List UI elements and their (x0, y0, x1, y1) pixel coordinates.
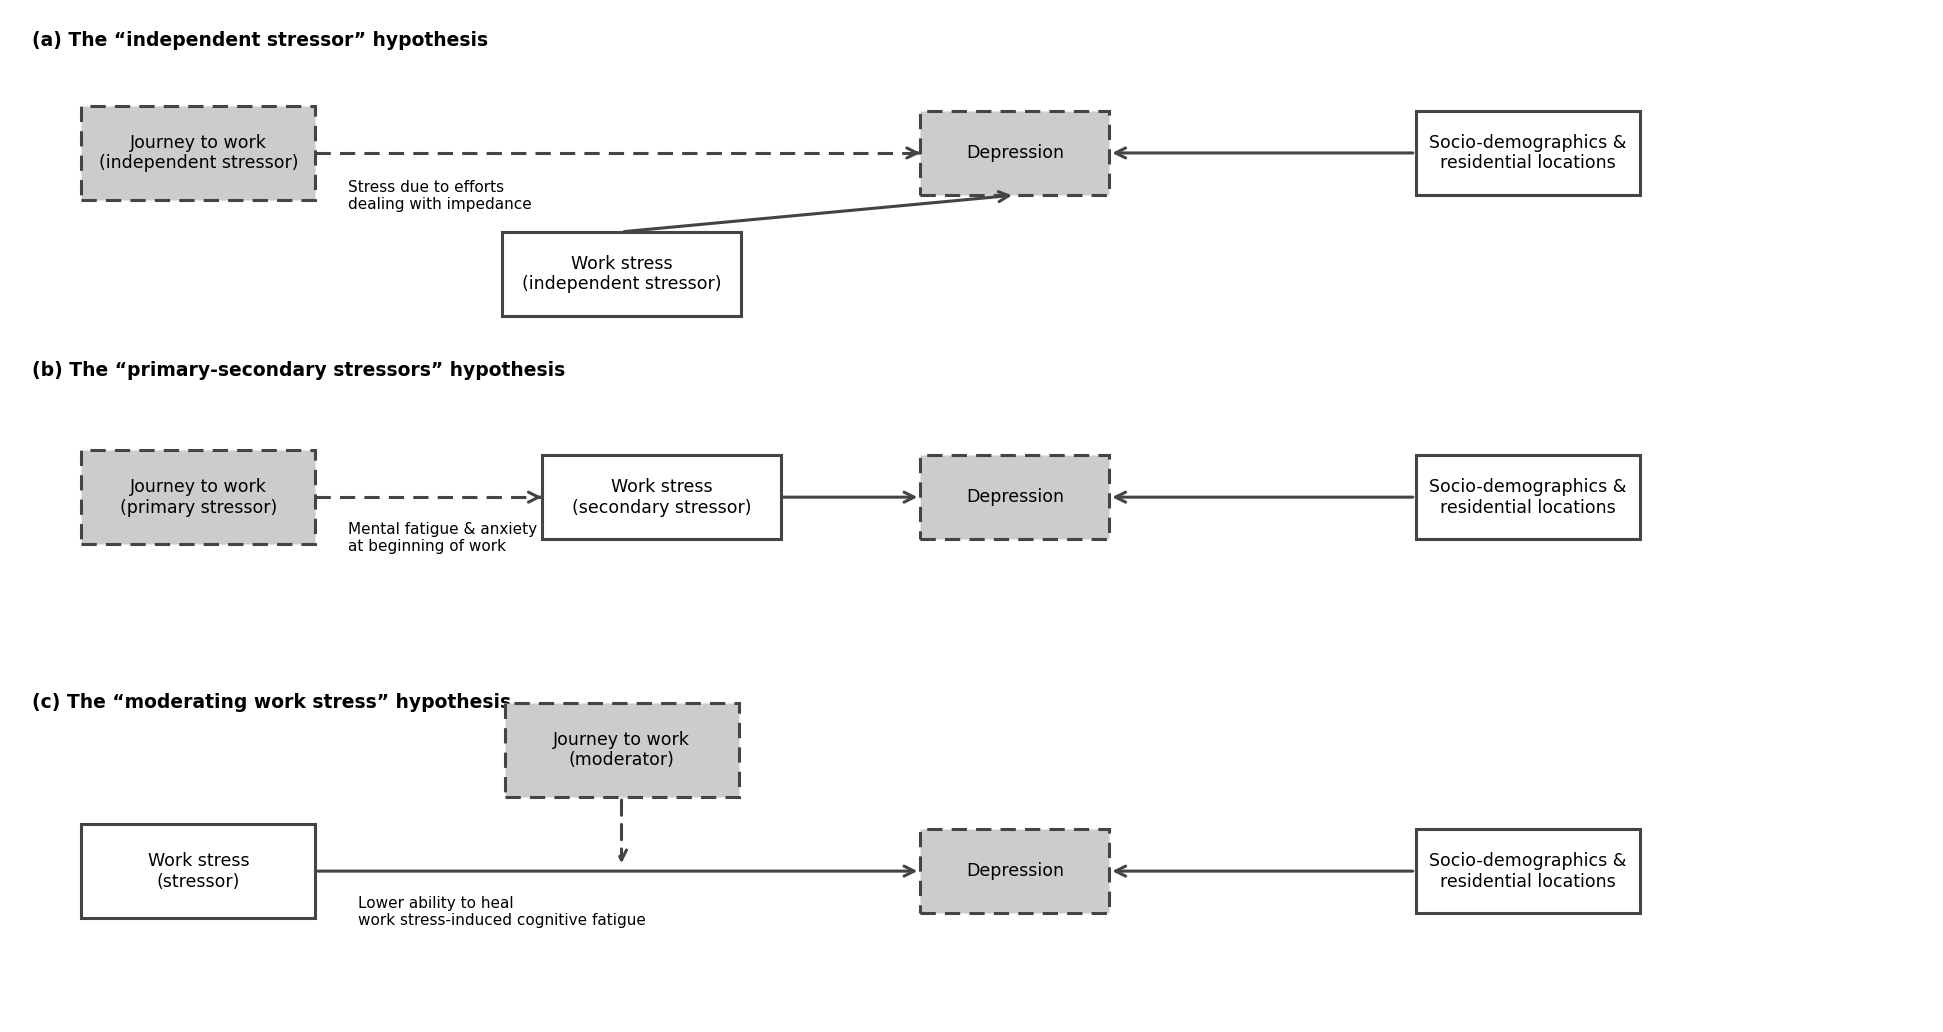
Text: Socio-demographics &
residential locations: Socio-demographics & residential locatio… (1428, 478, 1626, 517)
Text: Work stress
(secondary stressor): Work stress (secondary stressor) (571, 478, 752, 517)
Text: Work stress
(stressor): Work stress (stressor) (148, 851, 249, 891)
Bar (1416, 829, 1640, 913)
Text: (a) The “independent stressor” hypothesis: (a) The “independent stressor” hypothesi… (31, 31, 488, 50)
Text: (b) The “primary-secondary stressors” hypothesis: (b) The “primary-secondary stressors” hy… (31, 361, 565, 380)
Bar (921, 829, 1109, 913)
Text: Stress due to efforts
dealing with impedance: Stress due to efforts dealing with imped… (348, 180, 532, 213)
Bar (82, 824, 315, 918)
Text: Depression: Depression (966, 488, 1065, 506)
Text: Depression: Depression (966, 862, 1065, 880)
Text: Socio-demographics &
residential locations: Socio-demographics & residential locatio… (1428, 851, 1626, 891)
Bar (505, 703, 738, 797)
Bar (82, 106, 315, 200)
Bar (1416, 455, 1640, 540)
Bar (1416, 110, 1640, 195)
Text: Journey to work
(primary stressor): Journey to work (primary stressor) (120, 478, 278, 517)
Text: (c) The “moderating work stress” hypothesis: (c) The “moderating work stress” hypothe… (31, 692, 511, 711)
Text: Lower ability to heal
work stress-induced cognitive fatigue: Lower ability to heal work stress-induce… (358, 896, 645, 929)
Text: Journey to work
(moderator): Journey to work (moderator) (554, 731, 690, 770)
Text: Work stress
(independent stressor): Work stress (independent stressor) (523, 255, 721, 293)
Bar (921, 110, 1109, 195)
Text: Mental fatigue & anxiety
at beginning of work: Mental fatigue & anxiety at beginning of… (348, 522, 536, 554)
Text: Socio-demographics &
residential locations: Socio-demographics & residential locatio… (1428, 133, 1626, 172)
Bar (921, 455, 1109, 540)
Text: Journey to work
(independent stressor): Journey to work (independent stressor) (99, 133, 297, 172)
Bar (501, 232, 740, 316)
Bar (82, 450, 315, 544)
Text: Depression: Depression (966, 143, 1065, 162)
Bar (542, 455, 781, 540)
